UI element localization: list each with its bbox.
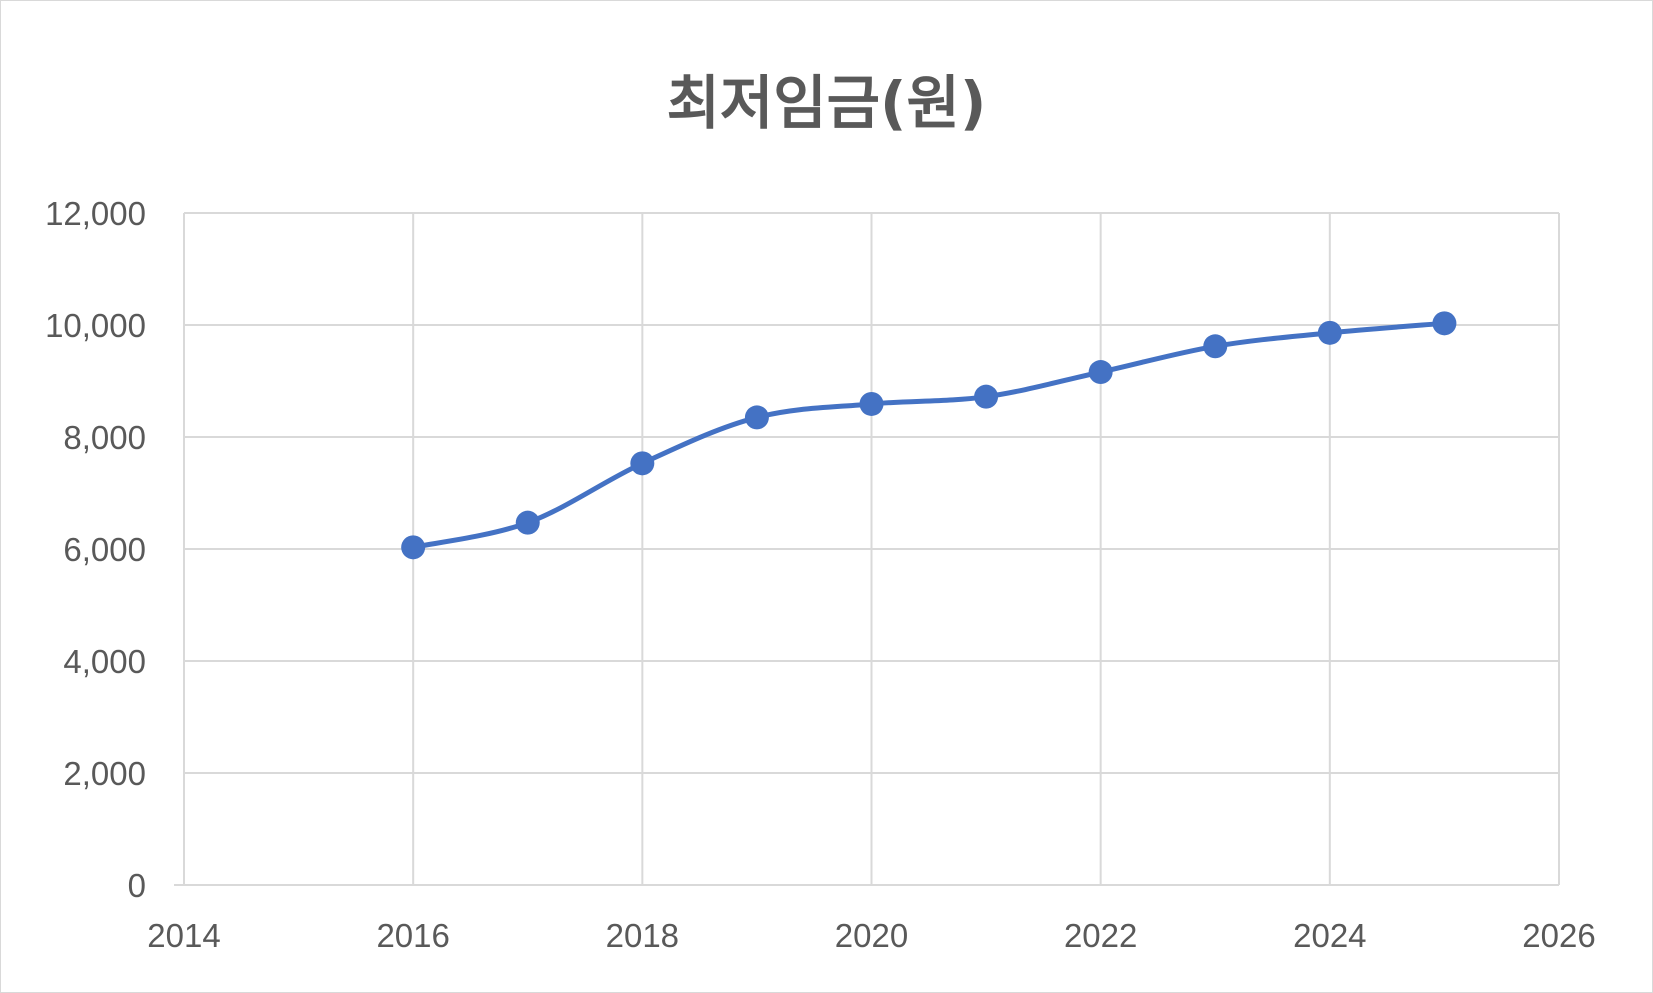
y-tick-label: 8,000: [63, 419, 146, 456]
data-point: [1088, 360, 1113, 385]
data-point: [974, 384, 999, 409]
tick-labels: 0 2,000 4,000 6,000 8,000 10,000 12,000 2014 201…: [45, 195, 1596, 954]
x-tick-label: 2018: [606, 917, 679, 954]
data-point: [515, 510, 540, 535]
y-tick-label: 4,000: [63, 643, 146, 680]
axes: [174, 213, 1559, 886]
data-point: [1203, 334, 1228, 359]
y-tick-label: 12,000: [45, 195, 146, 232]
y-tick-label: 6,000: [63, 531, 146, 568]
data-point: [744, 405, 769, 430]
x-tick-label: 2014: [147, 917, 220, 954]
x-tick-label: 2026: [1522, 917, 1595, 954]
data-point: [1432, 311, 1457, 336]
data-points: [401, 311, 1457, 560]
series-line: [410, 320, 1447, 550]
x-tick-label: 2016: [376, 917, 449, 954]
data-point: [401, 535, 426, 560]
chart-title: 최저임금(원): [666, 69, 987, 137]
y-tick-label: 2,000: [63, 755, 146, 792]
y-tick-label: 0: [128, 867, 146, 904]
data-point: [1317, 320, 1342, 345]
x-tick-label: 2022: [1064, 917, 1137, 954]
data-point: [630, 451, 655, 476]
grid-lines: [184, 212, 1560, 885]
x-tick-label: 2020: [835, 917, 908, 954]
y-tick-label: 10,000: [45, 307, 146, 344]
x-tick-label: 2024: [1293, 917, 1366, 954]
data-point: [859, 391, 884, 416]
